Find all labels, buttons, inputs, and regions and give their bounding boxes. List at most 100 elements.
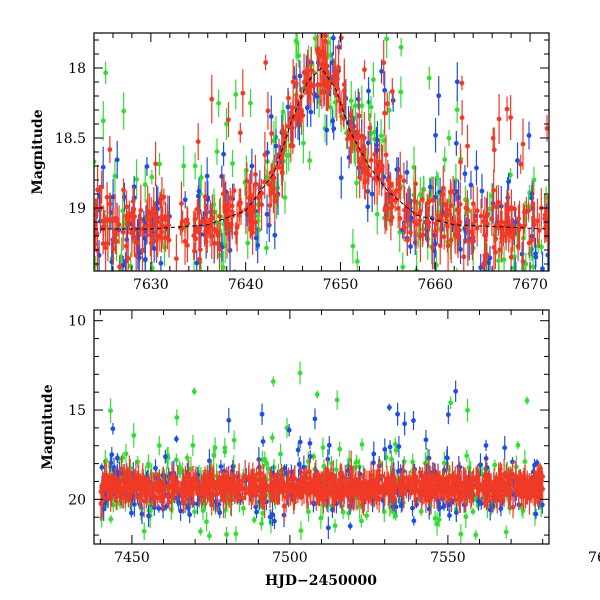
- data-point: [103, 70, 109, 76]
- data-point: [221, 191, 227, 197]
- data-point: [260, 439, 266, 444]
- data-point: [142, 182, 148, 188]
- data-point: [233, 92, 239, 97]
- data-point: [141, 498, 147, 504]
- data-point: [207, 533, 212, 539]
- data-point: [354, 258, 360, 264]
- y-tick-label: 18.5: [55, 131, 86, 147]
- data-point: [104, 194, 110, 200]
- data-point: [348, 112, 354, 118]
- data-point: [260, 510, 266, 516]
- data-point: [174, 436, 179, 442]
- data-point: [194, 206, 200, 212]
- data-point: [448, 237, 454, 243]
- data-point: [145, 209, 151, 214]
- data-point: [370, 77, 376, 83]
- data-point: [545, 252, 549, 258]
- data-point: [365, 170, 371, 176]
- data-point: [319, 49, 325, 55]
- data-point: [454, 227, 460, 233]
- data-point: [158, 260, 164, 266]
- data-point: [94, 212, 99, 218]
- data-point: [195, 139, 201, 145]
- data-point: [125, 256, 131, 261]
- data-point: [153, 465, 158, 471]
- data-point: [427, 184, 433, 190]
- data-point: [362, 67, 367, 73]
- data-point: [508, 172, 513, 178]
- data-point: [107, 147, 113, 153]
- data-point: [149, 174, 155, 180]
- data-point: [124, 216, 130, 222]
- data-point: [124, 204, 130, 210]
- data-point: [418, 509, 424, 514]
- data-point: [389, 456, 394, 462]
- data-point: [185, 242, 190, 248]
- data-point: [270, 512, 275, 517]
- data-point: [242, 473, 248, 479]
- data-point: [378, 133, 384, 139]
- data-point: [540, 266, 545, 271]
- data-point: [417, 192, 423, 198]
- data-point: [402, 421, 408, 427]
- data-point: [214, 491, 220, 497]
- data-point: [321, 54, 327, 60]
- data-point: [281, 503, 287, 509]
- data-point: [317, 54, 323, 60]
- data-point: [110, 246, 116, 252]
- data-point: [312, 416, 318, 422]
- data-point: [220, 265, 226, 270]
- data-point: [337, 446, 343, 452]
- data-point: [202, 218, 207, 223]
- bottom-panel: 74507500755076007650101520 Magnitude HJD…: [40, 309, 600, 589]
- data-point: [461, 254, 467, 260]
- data-point: [128, 465, 133, 471]
- data-point: [137, 494, 142, 500]
- data-point: [315, 47, 320, 52]
- data-point: [371, 460, 376, 466]
- data-point: [398, 89, 404, 95]
- data-point: [157, 161, 162, 167]
- data-point: [109, 452, 115, 458]
- data-point: [382, 110, 387, 116]
- data-point: [218, 464, 224, 469]
- data-point: [463, 205, 469, 211]
- data-point: [192, 216, 198, 222]
- data-point: [153, 161, 158, 167]
- data-point: [539, 502, 545, 508]
- data-point: [411, 418, 416, 423]
- data-point: [397, 294, 402, 299]
- data-point: [448, 400, 454, 406]
- data-point: [445, 494, 450, 500]
- data-point: [290, 79, 296, 85]
- data-point: [385, 177, 391, 183]
- data-point: [457, 201, 463, 207]
- data-point: [335, 70, 340, 76]
- data-point: [99, 464, 105, 470]
- data-point: [217, 510, 223, 516]
- data-point: [423, 437, 429, 443]
- data-point: [465, 407, 470, 413]
- data-point: [384, 209, 390, 214]
- data-point: [108, 314, 113, 319]
- data-point: [246, 208, 252, 214]
- data-point: [188, 466, 194, 472]
- data-point: [100, 164, 106, 170]
- data-point: [262, 152, 268, 158]
- data-point: [263, 60, 269, 65]
- data-point: [404, 480, 410, 486]
- data-point: [426, 470, 432, 476]
- bottom-data-points: [98, 361, 546, 544]
- data-point: [542, 225, 548, 231]
- data-point: [341, 492, 347, 498]
- data-point: [379, 68, 384, 74]
- data-point: [505, 195, 511, 200]
- data-point: [305, 74, 310, 80]
- data-point: [411, 518, 417, 524]
- data-point: [402, 207, 407, 213]
- data-point: [245, 240, 251, 246]
- data-point: [426, 198, 432, 204]
- data-point: [204, 519, 209, 525]
- data-point: [285, 124, 291, 129]
- data-point: [401, 178, 407, 184]
